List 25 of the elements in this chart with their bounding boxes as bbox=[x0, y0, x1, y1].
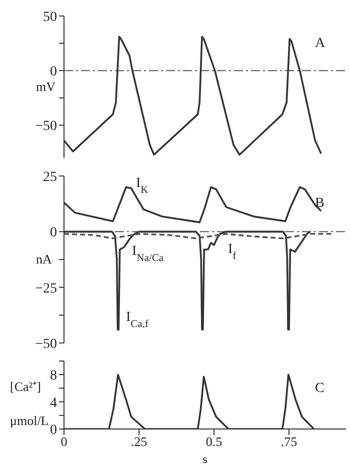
y-axis-title: mV bbox=[36, 79, 56, 94]
y-tick-label: 8 bbox=[50, 368, 57, 384]
annotation: I$_{Na/Ca}$ bbox=[132, 244, 164, 264]
annotation: B bbox=[315, 196, 324, 211]
annotation: I$_{f}$ bbox=[228, 242, 237, 262]
y-tick-label: 0 bbox=[50, 226, 57, 241]
x-tick-label: 0.5 bbox=[206, 434, 222, 450]
y-tick-label: 50 bbox=[43, 10, 57, 25]
y-axis-title: nA bbox=[36, 252, 52, 266]
y-tick-label: 25 bbox=[43, 170, 57, 185]
x-tick-label: .25 bbox=[130, 434, 148, 450]
y-tick-label: −50 bbox=[35, 336, 57, 352]
y-tick-label: −25 bbox=[35, 281, 57, 296]
x-tick-label: .75 bbox=[280, 434, 298, 450]
y-tick-label: 4 bbox=[50, 396, 57, 411]
y-tick-label: 0 bbox=[50, 64, 57, 80]
text: [Ca²⁺] μmol/L bbox=[10, 379, 49, 428]
y-tick-label: 0 bbox=[50, 422, 57, 438]
annotation: I$_{Ca,f}$ bbox=[126, 310, 149, 330]
annotation: I$_{K}$ bbox=[136, 176, 149, 196]
annotation: A bbox=[315, 36, 326, 51]
x-axis-title: s bbox=[202, 452, 208, 466]
annotation: C bbox=[315, 381, 324, 396]
x-tick-label: 0 bbox=[60, 434, 68, 450]
y-tick-label: −50 bbox=[35, 119, 57, 134]
